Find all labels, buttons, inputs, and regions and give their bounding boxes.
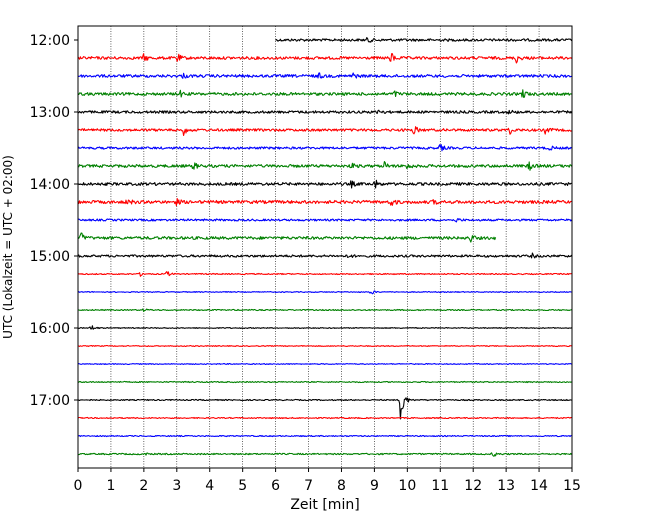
grid-lines <box>110 26 540 468</box>
y-tick-label: 12:00 <box>30 33 70 49</box>
seismic-trace <box>77 271 572 277</box>
seismic-trace <box>77 72 572 79</box>
seismic-trace <box>77 217 573 223</box>
y-tick-label: 14:00 <box>30 177 70 193</box>
x-tick-label: 1 <box>106 478 115 494</box>
y-axis-label: UTC (Lokalzeit = UTC + 02:00) <box>1 155 15 339</box>
x-tick-label: 15 <box>563 478 581 494</box>
seismic-trace <box>78 345 572 347</box>
seismic-trace <box>77 144 572 152</box>
x-axis-label: Zeit [min] <box>290 497 359 513</box>
x-tick-label: 6 <box>271 478 280 494</box>
x-tick-label: 3 <box>172 478 181 494</box>
y-tick-label: 17:00 <box>30 393 70 409</box>
x-tick-label: 13 <box>497 478 515 494</box>
seismic-trace <box>77 232 497 243</box>
x-tick-label: 12 <box>464 478 482 494</box>
seismic-trace <box>77 252 573 259</box>
seismic-trace <box>77 161 573 171</box>
y-tick-label: 16:00 <box>30 321 70 337</box>
seismic-trace <box>77 179 572 189</box>
traces-group <box>77 37 573 457</box>
seismic-trace <box>77 308 572 313</box>
seismic-trace <box>77 109 573 115</box>
seismic-trace <box>77 397 572 420</box>
seismic-trace <box>275 37 573 43</box>
x-tick-label: 2 <box>139 478 148 494</box>
x-tick-label: 11 <box>431 478 449 494</box>
x-tick-label: 0 <box>74 478 83 494</box>
y-tick-label: 13:00 <box>30 105 70 121</box>
plot-background <box>78 26 572 468</box>
x-axis-ticks: 0 1 2 3 4 5 6 7 8 9 10 11 12 13 14 15 <box>74 468 581 494</box>
seismic-trace <box>77 363 572 365</box>
y-tick-label: 15:00 <box>30 249 70 265</box>
seismic-trace <box>77 434 572 438</box>
x-tick-label: 8 <box>337 478 346 494</box>
x-tick-label: 10 <box>398 478 416 494</box>
seismic-trace <box>77 416 572 420</box>
x-tick-label: 7 <box>304 478 313 494</box>
seismic-trace <box>77 325 572 330</box>
seismic-trace <box>77 380 572 384</box>
seismic-trace <box>77 197 572 207</box>
seismic-trace <box>77 53 572 64</box>
y-axis-ticks: 12:00 13:00 14:00 15:00 16:00 17:00 <box>30 33 78 409</box>
x-tick-label: 14 <box>530 478 548 494</box>
seismic-trace <box>77 452 573 457</box>
seismic-trace <box>78 89 572 98</box>
x-tick-label: 5 <box>238 478 247 494</box>
seismic-trace <box>77 126 572 137</box>
plot-frame <box>77 25 573 469</box>
x-tick-label: 4 <box>205 478 214 494</box>
seismic-trace <box>77 290 572 295</box>
x-tick-label: 9 <box>370 478 379 494</box>
